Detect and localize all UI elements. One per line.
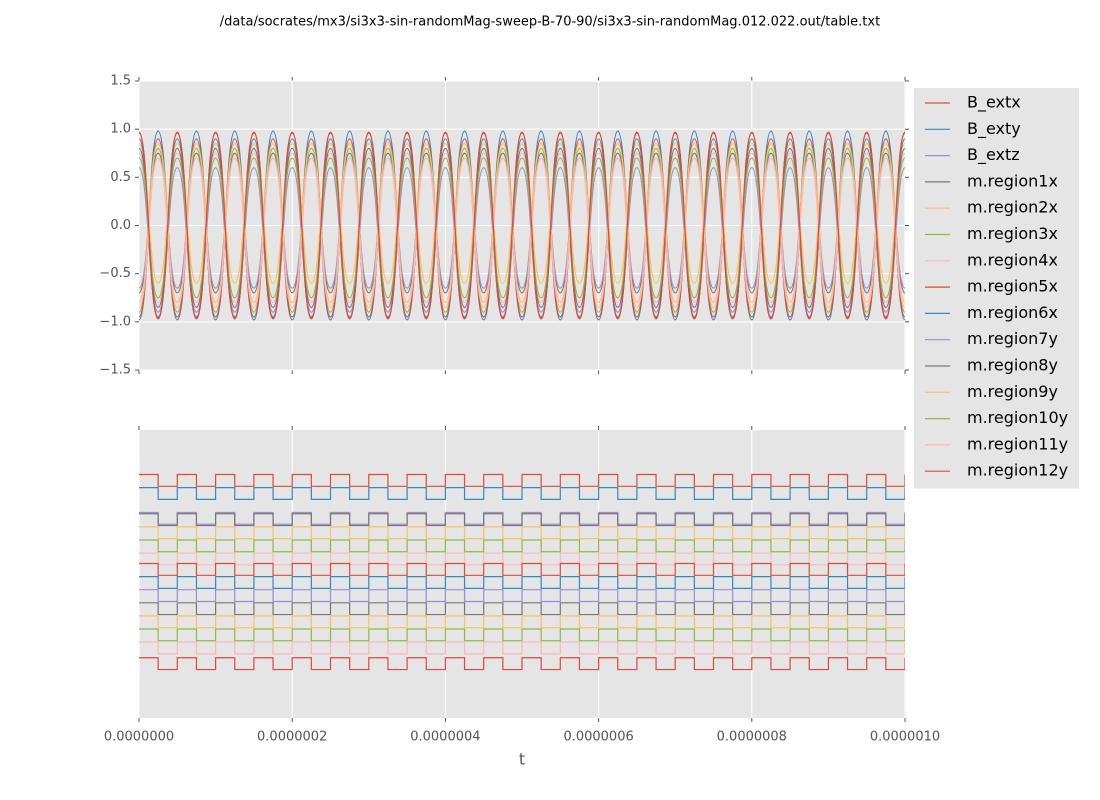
series-line xyxy=(139,143,905,284)
x-tick-label: 0.0000010 xyxy=(870,730,940,745)
series-line xyxy=(139,657,905,671)
legend-label: m.region7y xyxy=(967,329,1058,348)
series-line xyxy=(139,589,905,603)
legend-label: m.region3x xyxy=(967,224,1058,243)
series-line xyxy=(139,513,905,527)
series-line xyxy=(139,562,905,576)
x-tick-label: 0.0000006 xyxy=(563,730,633,745)
series-line xyxy=(139,602,905,616)
series-line xyxy=(139,143,905,304)
series-line xyxy=(139,157,905,308)
legend-label: m.region5x xyxy=(967,277,1058,296)
y-tick-label: −1.0 xyxy=(99,314,131,329)
y-tick-label: −1.5 xyxy=(99,363,131,378)
y-tick-label: 1.0 xyxy=(110,122,131,137)
series-line xyxy=(139,132,905,319)
legend-label: m.region11y xyxy=(967,434,1068,453)
series-line xyxy=(139,641,905,655)
series-line xyxy=(139,628,905,642)
legend-label: m.region12y xyxy=(967,461,1068,480)
legend-label: B_extz xyxy=(967,145,1020,165)
x-axis-label: t xyxy=(519,750,525,769)
legend-label: m.region10y xyxy=(967,408,1068,427)
legend-label: m.region9y xyxy=(967,382,1058,401)
series-line xyxy=(139,487,905,500)
x-tick-label: 0.0000000 xyxy=(104,730,174,745)
series-line xyxy=(139,552,905,566)
y-tick-label: −0.5 xyxy=(99,266,131,281)
legend-label: m.region8y xyxy=(967,356,1058,375)
chart-title: /data/socrates/mx3/si3x3-sin-randomMag-s… xyxy=(220,15,880,30)
legend-label: m.region4x xyxy=(967,250,1058,269)
series-line xyxy=(139,473,905,487)
series-line xyxy=(139,576,905,589)
legend-label: m.region6x xyxy=(967,303,1058,322)
series-line xyxy=(139,539,905,553)
legend-label: B_extx xyxy=(967,93,1021,113)
legend-box xyxy=(914,88,1079,489)
legend-label: m.region2x xyxy=(967,198,1058,217)
y-tick-label: 0.5 xyxy=(110,170,131,185)
series-line xyxy=(139,615,905,629)
series-line xyxy=(139,157,905,299)
x-tick-label: 0.0000008 xyxy=(717,730,787,745)
x-tick-label: 0.0000004 xyxy=(410,730,480,745)
legend-label: m.region1x xyxy=(967,171,1058,190)
y-tick-label: 0.0 xyxy=(110,218,131,233)
x-tick-label: 0.0000002 xyxy=(257,730,327,745)
legend-label: B_exty xyxy=(967,119,1021,139)
series-line xyxy=(139,526,905,540)
y-tick-label: 1.5 xyxy=(110,74,131,89)
